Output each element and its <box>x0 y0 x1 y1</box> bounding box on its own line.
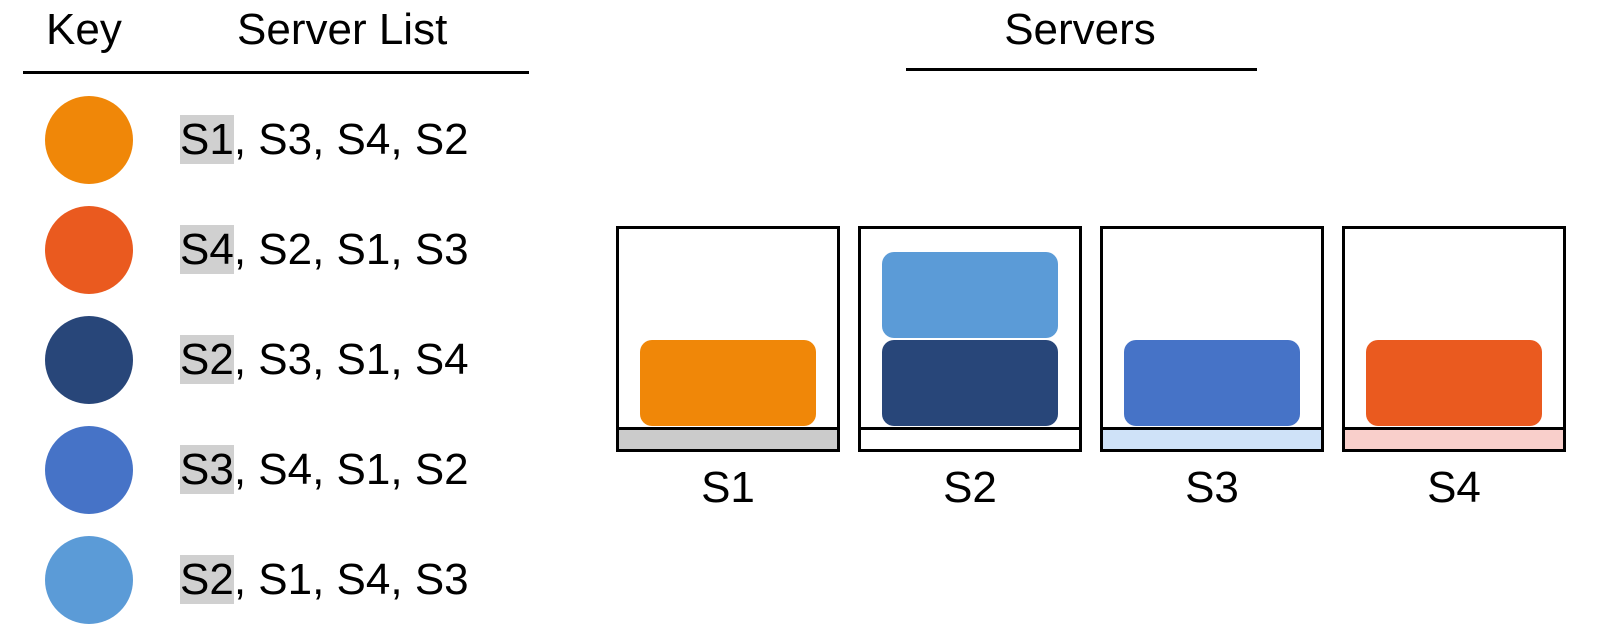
first-choice-server: S2 <box>180 335 234 384</box>
server-block <box>640 340 816 426</box>
server-floor <box>619 427 837 449</box>
remaining-servers: , S2, S1, S3 <box>233 225 469 274</box>
server-box-s3 <box>1100 226 1324 452</box>
remaining-servers: , S3, S1, S4 <box>233 335 469 384</box>
key-list-row: S1, S3, S4, S2 <box>180 114 469 166</box>
key-list-row: S2, S1, S4, S3 <box>180 554 469 606</box>
server-label: S1 <box>701 463 755 512</box>
server-label: S2 <box>943 463 997 512</box>
key-table-rule <box>23 71 529 74</box>
server-block <box>1366 340 1542 426</box>
server-label: S3 <box>1185 463 1239 512</box>
key-circle-light-blue <box>45 536 133 624</box>
key-list-row: S4, S2, S1, S3 <box>180 224 469 276</box>
first-choice-server: S3 <box>180 445 234 494</box>
remaining-servers: , S4, S1, S2 <box>233 445 469 494</box>
first-choice-server: S1 <box>180 115 234 164</box>
server-block <box>1124 340 1300 426</box>
key-circle-orange <box>45 96 133 184</box>
key-circle-red-orange <box>45 206 133 294</box>
server-label: S4 <box>1427 463 1481 512</box>
server-list-header: Server List <box>237 5 448 54</box>
server-floor <box>1103 427 1321 449</box>
servers-header-rule <box>906 68 1257 71</box>
server-floor <box>861 427 1079 449</box>
remaining-servers: , S3, S4, S2 <box>233 115 469 164</box>
first-choice-server: S2 <box>180 555 234 604</box>
server-block <box>882 252 1058 338</box>
server-floor <box>1345 427 1563 449</box>
key-header: Key <box>46 5 122 54</box>
server-block <box>882 340 1058 426</box>
server-box-s1 <box>616 226 840 452</box>
server-box-s4 <box>1342 226 1566 452</box>
key-list-row: S3, S4, S1, S2 <box>180 444 469 496</box>
servers-header: Servers <box>1004 5 1156 54</box>
key-circle-blue <box>45 426 133 514</box>
first-choice-server: S4 <box>180 225 234 274</box>
key-circle-dark-blue <box>45 316 133 404</box>
remaining-servers: , S1, S4, S3 <box>233 555 469 604</box>
key-list-row: S2, S3, S1, S4 <box>180 334 469 386</box>
server-box-s2 <box>858 226 1082 452</box>
